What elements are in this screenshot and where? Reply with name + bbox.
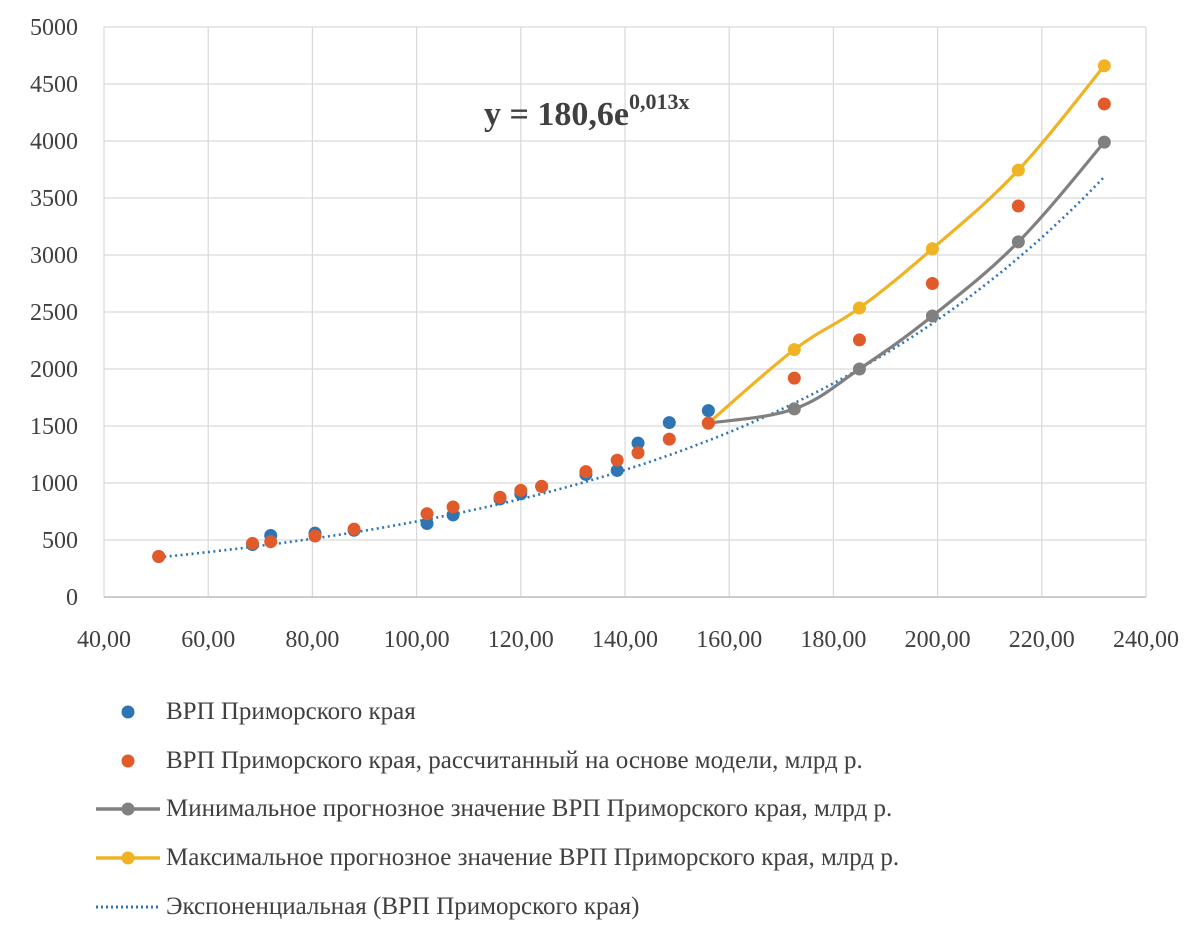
y-tick-label: 2000 xyxy=(30,357,78,383)
x-tick-label: 60,00 xyxy=(181,627,235,653)
legend-key-actual xyxy=(121,705,135,719)
data-point xyxy=(925,242,939,256)
x-tick-label: 120,00 xyxy=(488,627,554,653)
data-point xyxy=(152,550,166,564)
data-point xyxy=(535,479,549,493)
x-tick-label: 100,00 xyxy=(384,627,450,653)
data-point xyxy=(308,529,322,543)
y-tick-label: 0 xyxy=(66,585,78,611)
series-line xyxy=(707,64,1106,425)
x-axis-ticks: 40,00 60,00 80,00 100,00 120,00 140,00 160,00 1… xyxy=(77,627,1179,653)
legend-label-actual: ВРП Приморского края xyxy=(166,698,416,726)
y-axis-ticks: 0 500 1000 1500 2000 2500 3000 3500 4000 4500 5000 xyxy=(30,15,78,611)
data-point xyxy=(631,446,645,460)
data-point xyxy=(925,309,939,323)
data-point xyxy=(1011,199,1025,213)
chart-series xyxy=(152,59,1111,564)
y-tick-label: 1000 xyxy=(30,471,78,497)
legend-item-trend: Экспоненциальная (ВРП Приморского края) xyxy=(92,882,1192,931)
trend-equation: y = 180,6e0,013x xyxy=(484,89,689,133)
data-point xyxy=(579,465,593,479)
data-point xyxy=(347,522,361,536)
y-tick-label: 4500 xyxy=(30,72,78,98)
legend-key-model xyxy=(121,754,135,768)
legend-key-max xyxy=(96,851,160,865)
series-2 xyxy=(701,135,1111,430)
data-point xyxy=(701,416,715,430)
data-point xyxy=(631,436,645,450)
y-tick-label: 2500 xyxy=(30,300,78,326)
data-point xyxy=(245,536,259,550)
data-point xyxy=(446,500,460,514)
data-point xyxy=(514,483,528,497)
legend-item-actual: ВРП Приморского края xyxy=(92,688,1192,737)
legend-label-model: ВРП Приморского края, рассчитанный на ос… xyxy=(166,746,863,774)
y-tick-label: 3500 xyxy=(30,186,78,212)
legend-key-min xyxy=(96,802,160,816)
data-point xyxy=(1097,59,1111,73)
data-point xyxy=(787,343,801,357)
data-point xyxy=(1011,163,1025,177)
data-point xyxy=(610,463,624,477)
series-3 xyxy=(701,59,1111,430)
data-point xyxy=(852,301,866,315)
y-tick-label: 3000 xyxy=(30,243,78,269)
legend-item-min: Минимальное прогнозное значение ВРП Прим… xyxy=(92,785,1192,834)
trend-line xyxy=(158,175,1106,559)
data-point xyxy=(852,362,866,376)
x-tick-label: 140,00 xyxy=(592,627,658,653)
data-point xyxy=(1011,235,1025,249)
series-4 xyxy=(158,175,1106,559)
y-tick-label: 4000 xyxy=(30,129,78,155)
data-point xyxy=(610,453,624,467)
legend-item-model: ВРП Приморского края, рассчитанный на ос… xyxy=(92,737,1192,786)
data-point xyxy=(493,490,507,504)
data-point xyxy=(264,535,278,549)
chart: 0 500 1000 1500 2000 2500 3000 3500 4000 4500 5000… xyxy=(30,15,1179,653)
data-point xyxy=(1097,135,1111,149)
x-tick-label: 160,00 xyxy=(696,627,762,653)
legend-label-min: Минимальное прогнозное значение ВРП Прим… xyxy=(166,795,893,823)
x-tick-label: 80,00 xyxy=(285,627,339,653)
data-point xyxy=(420,516,434,530)
data-point xyxy=(925,277,939,290)
legend-item-max: Максимальное прогнозное значение ВРП При… xyxy=(92,834,1192,883)
data-point xyxy=(1097,97,1111,111)
legend-key-trend xyxy=(96,905,160,909)
data-point xyxy=(420,507,434,521)
x-tick-label: 220,00 xyxy=(1009,627,1075,653)
x-tick-label: 40,00 xyxy=(77,627,131,653)
x-tick-label: 240,00 xyxy=(1113,627,1179,653)
legend-label-trend: Экспоненциальная (ВРП Приморского края) xyxy=(166,892,640,920)
chart-grid xyxy=(103,26,1147,598)
trend-equation-exponent: 0,013x xyxy=(629,89,690,114)
data-point xyxy=(787,402,801,416)
y-tick-label: 5000 xyxy=(30,15,78,41)
data-point xyxy=(787,371,801,385)
y-tick-label: 500 xyxy=(42,528,78,554)
data-point xyxy=(662,432,676,446)
legend-label-max: Максимальное прогнозное значение ВРП При… xyxy=(166,844,900,872)
trend-equation-base: y = 180,6e xyxy=(484,96,629,133)
data-point xyxy=(662,416,676,430)
x-tick-label: 180,00 xyxy=(800,627,866,653)
x-tick-label: 200,00 xyxy=(905,627,971,653)
data-point xyxy=(701,404,715,418)
legend: ВРП Приморского края ВРП Приморского кра… xyxy=(92,688,1192,931)
series-1 xyxy=(152,97,1111,564)
series-line xyxy=(708,141,1106,425)
data-point xyxy=(852,333,866,347)
y-tick-label: 1500 xyxy=(30,414,78,440)
